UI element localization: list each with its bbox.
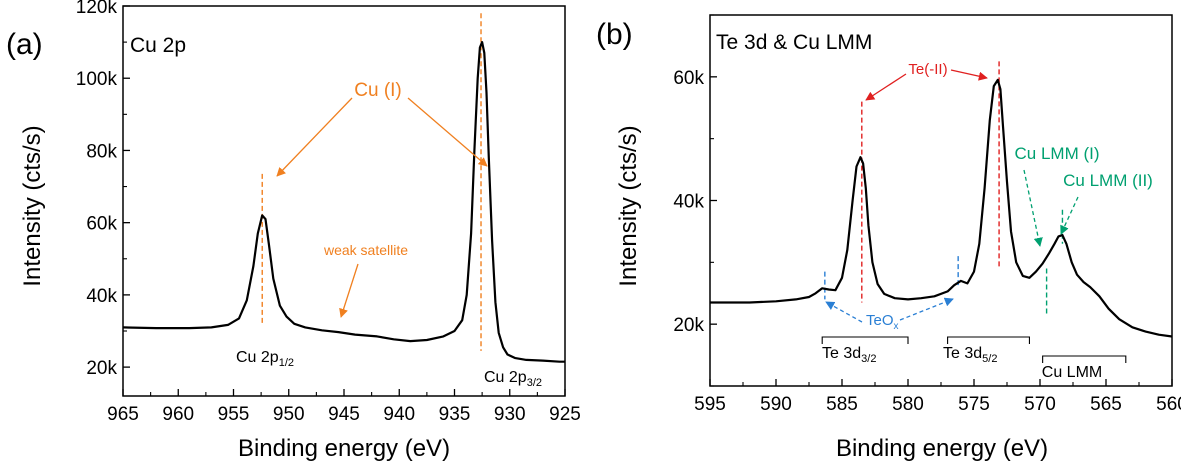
panel-b-spectrum-line (710, 78, 1173, 338)
panel-b-x-axis-title: Binding energy (eV) (836, 435, 1048, 462)
panel-a-arrow-weak-satellite (339, 263, 359, 318)
panel-a-arrow-cu-i-right (407, 97, 488, 167)
panel-a-x-ticks: 965 960 955 950 945 940 935 930 925 (107, 389, 581, 425)
panel-b-arrow-teox-right (899, 297, 954, 321)
panel-b-y-axis-title: Intensity (cts/s) (615, 125, 642, 286)
panel-a-label-cu2p32: Cu 2p3/2 (484, 369, 542, 389)
panel-a-label-cu2p12: Cu 2p1/2 (236, 349, 294, 369)
panel-a-letter: (a) (6, 28, 43, 61)
panel-a-plot-frame (122, 5, 566, 397)
panel-b-arrow-te-ii-right (950, 69, 988, 81)
y-tick-label: 120k (76, 0, 118, 18)
panel-a-annotation-cu-i: Cu (I) (354, 80, 402, 101)
panel-a-y-axis-title: Intensity (cts/s) (19, 125, 46, 286)
x-tick-label: 940 (383, 404, 415, 425)
panel-b-title: Te 3d & Cu LMM (716, 31, 872, 54)
x-tick-label: 935 (439, 404, 471, 425)
panel-b-annotation-cu-lmm-i: Cu LMM (I) (1015, 144, 1100, 163)
x-tick-label: 930 (494, 404, 526, 425)
y-tick-label: 20k (86, 358, 117, 379)
x-tick-label: 925 (549, 404, 581, 425)
range-bracket (947, 336, 1030, 344)
panel-b-arrow-cu-lmm-ii (1060, 196, 1079, 235)
panel-b-label-te3d32: Te 3d3/2 (822, 345, 876, 365)
range-bracket (821, 336, 909, 344)
x-tick-label: 575 (958, 394, 990, 415)
panel-b-y-ticks: 20k 40k 60k (673, 14, 717, 387)
panel-b-annotation-cu-lmm-ii: Cu LMM (II) (1063, 171, 1153, 190)
panel-a-peak-markers (261, 13, 482, 351)
panel-a-title: Cu 2p (130, 34, 186, 57)
x-tick-label: 965 (107, 404, 139, 425)
panel-b-range-brackets (821, 336, 1127, 363)
y-tick-label: 80k (86, 141, 117, 162)
panel-b-arrow-te-ii-left (865, 73, 907, 101)
x-tick-label: 585 (826, 394, 858, 415)
panel-b-label-te3d52: Te 3d5/2 (943, 345, 997, 365)
x-tick-label: 565 (1090, 394, 1122, 415)
panel-b-arrow-teox-left (825, 301, 863, 323)
panel-b-x-ticks: 595 590 585 580 575 570 565 560 (694, 379, 1181, 415)
panel-a-x-axis-title: Binding energy (eV) (238, 435, 450, 462)
x-tick-label: 590 (760, 394, 792, 415)
y-tick-label: 40k (673, 192, 704, 213)
panel-b-letter: (b) (596, 18, 633, 51)
x-tick-label: 570 (1024, 394, 1056, 415)
x-tick-label: 955 (218, 404, 250, 425)
y-tick-label: 60k (86, 214, 117, 235)
y-tick-label: 40k (86, 286, 117, 307)
panel-a-arrow-cu-i-left (276, 97, 353, 177)
x-tick-label: 960 (162, 404, 194, 425)
panel-a-cu2p: (a) Intensity (cts/s) Binding energy (eV… (6, 0, 581, 462)
panel-b-annotation-te-ii: Te(-II) (908, 61, 947, 78)
x-tick-label: 560 (1156, 394, 1181, 415)
range-bracket (1042, 355, 1127, 363)
panel-a-annotation-weak-satellite: weak satellite (323, 242, 408, 258)
panel-b-annotation-teox: TeOx (866, 312, 899, 332)
panel-b-label-cu-lmm: Cu LMM (1042, 364, 1102, 381)
x-tick-label: 950 (273, 404, 305, 425)
y-tick-label: 60k (673, 68, 704, 89)
x-tick-label: 580 (892, 394, 924, 415)
panel-b-te3d-culmm: (b) Intensity (cts/s) Binding energy (eV… (596, 14, 1181, 462)
panel-a-spectrum-line (122, 41, 565, 363)
y-tick-label: 20k (673, 315, 704, 336)
x-tick-label: 945 (328, 404, 360, 425)
panel-b-arrow-cu-lmm-i (1023, 169, 1043, 247)
x-tick-label: 595 (694, 394, 726, 415)
y-tick-label: 100k (76, 69, 118, 90)
panel-a-y-ticks: 20k 40k 60k 80k 100k 120k (76, 0, 130, 379)
